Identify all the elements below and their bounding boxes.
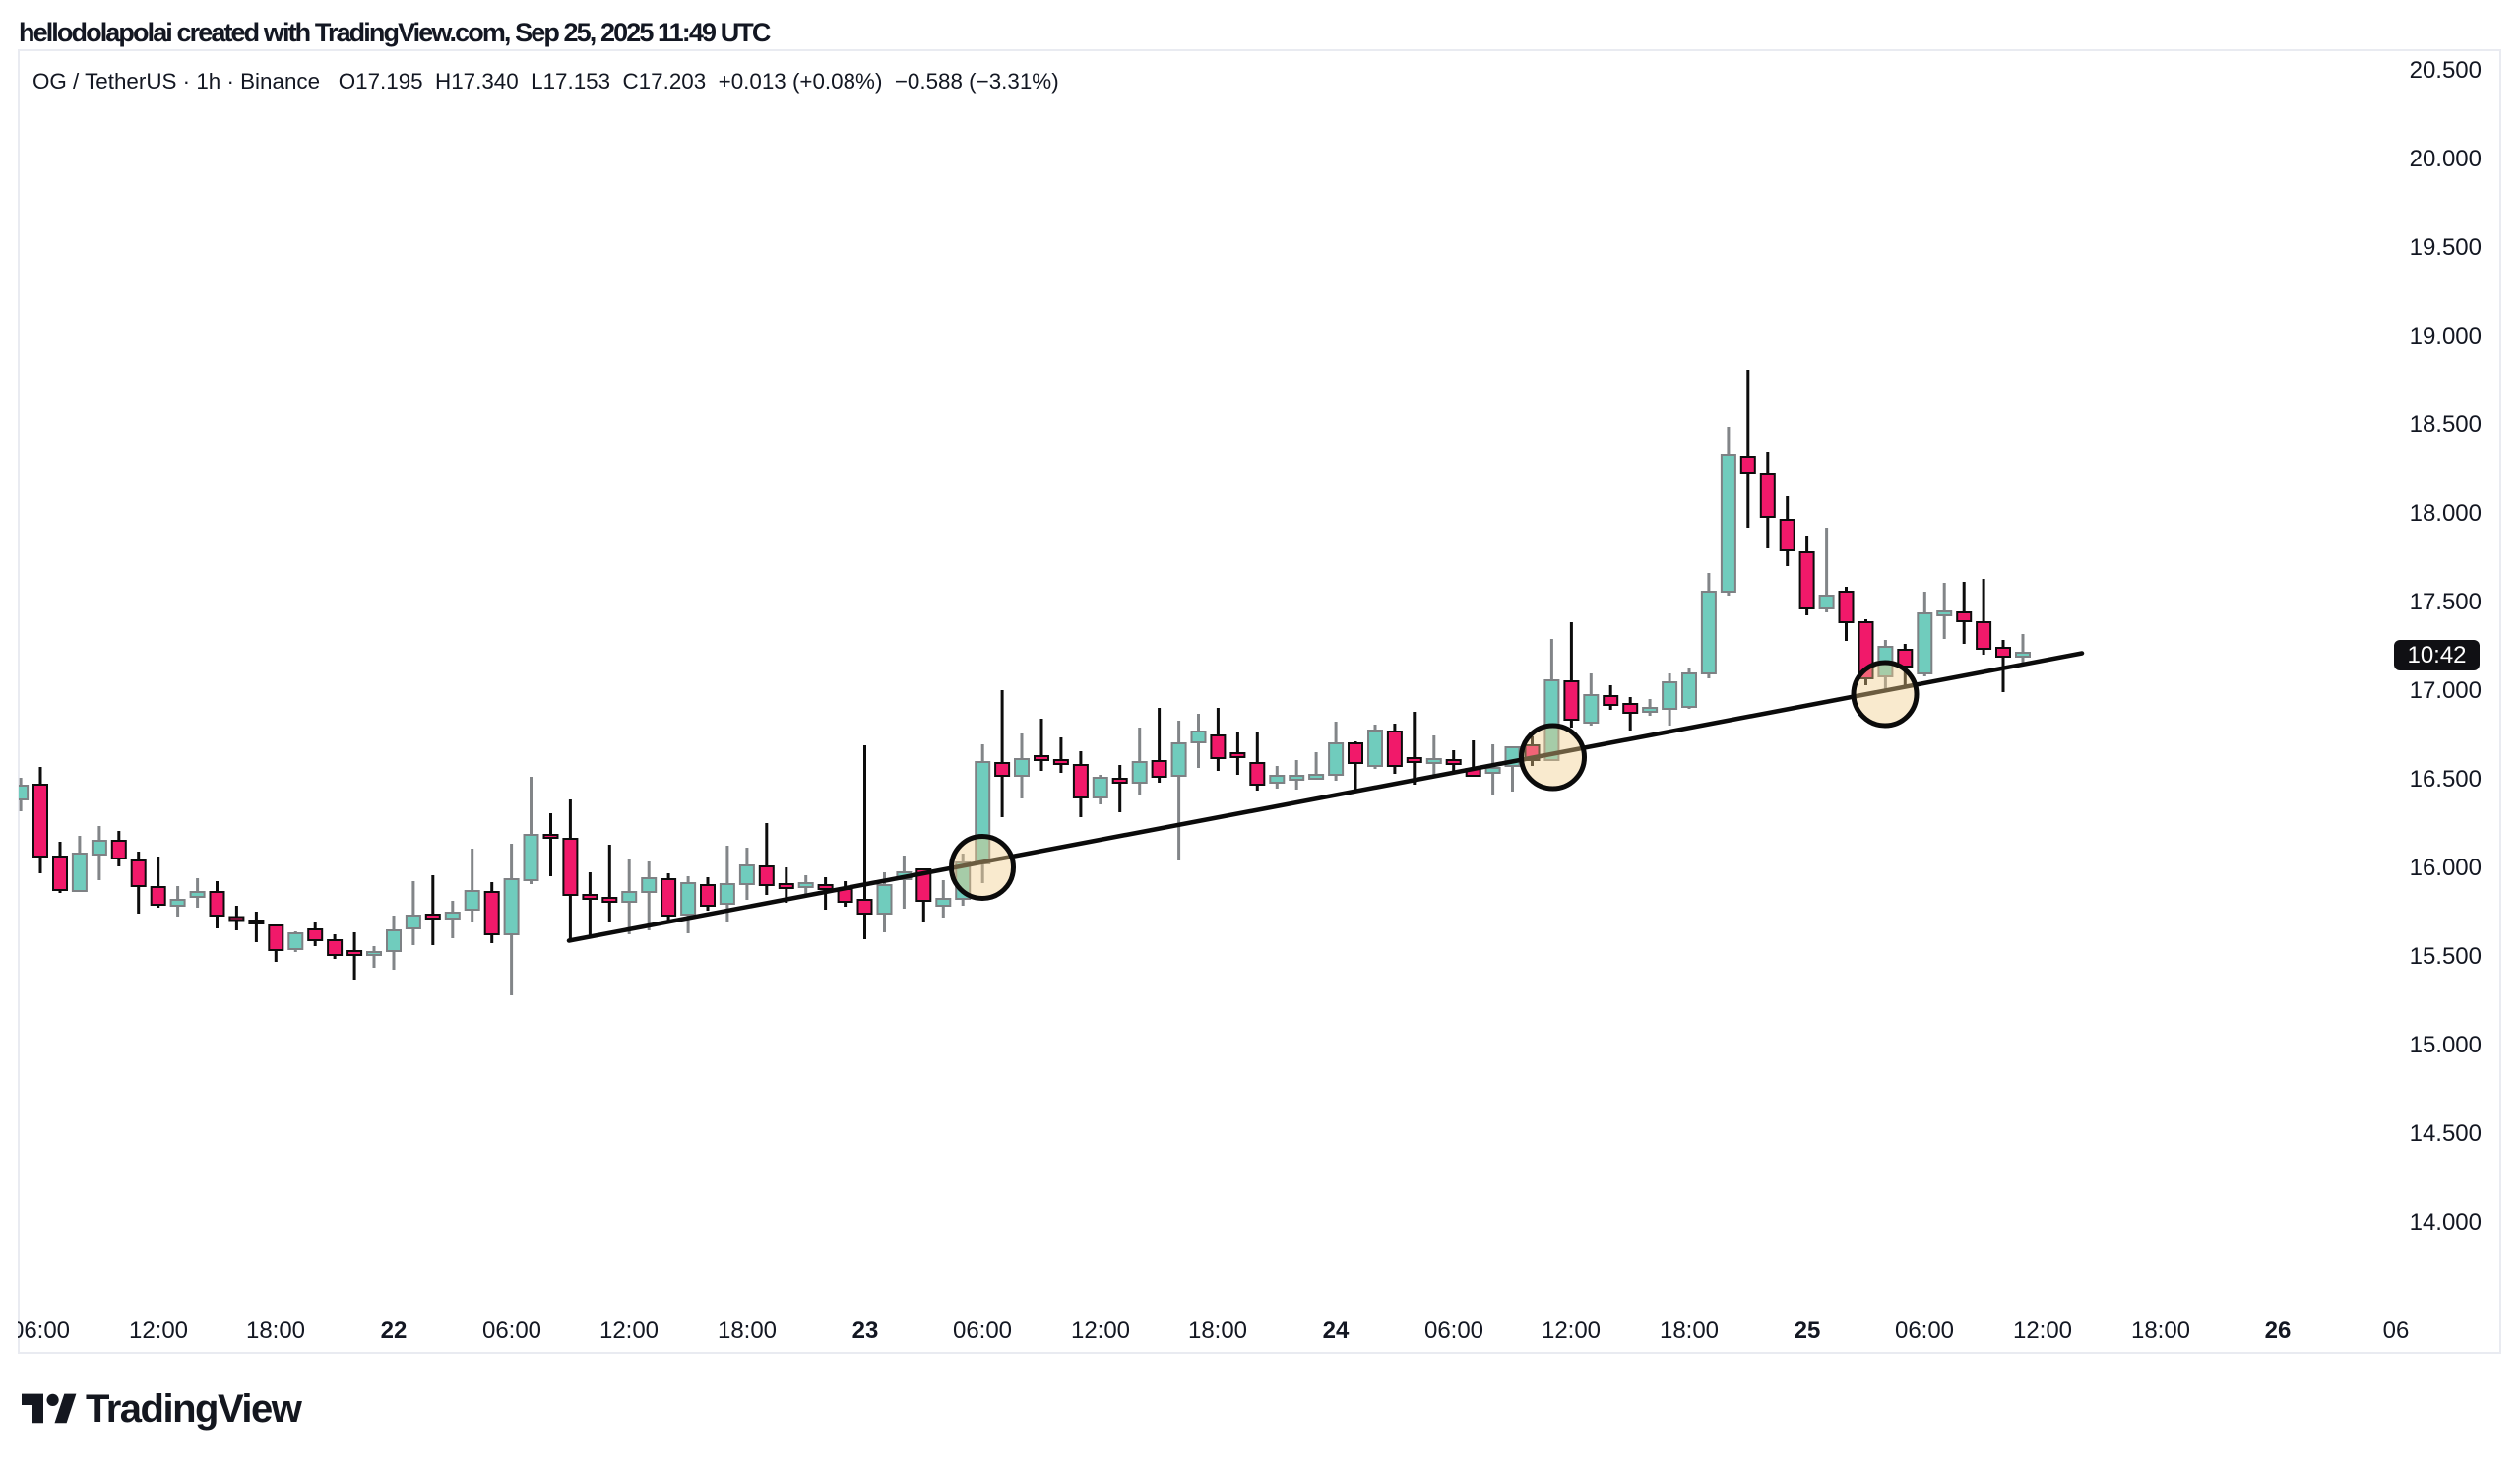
svg-text:TradingView: TradingView xyxy=(86,1387,303,1431)
